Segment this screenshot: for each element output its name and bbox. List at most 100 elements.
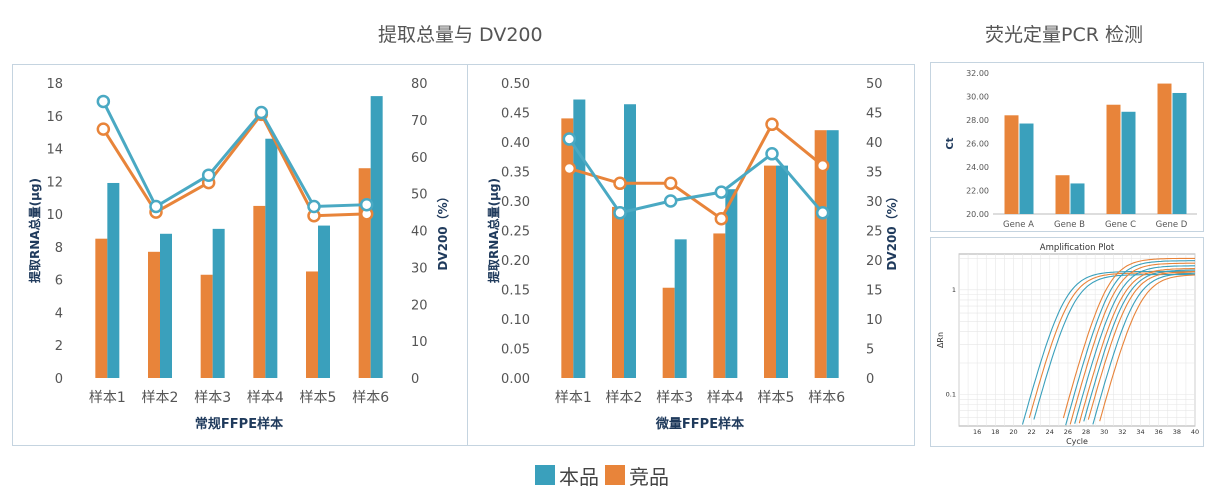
ct-x-tick-label: Gene C <box>1105 220 1136 230</box>
x-tick-label: 样本4 <box>707 390 744 406</box>
x-tick-label: 样本3 <box>194 390 231 406</box>
y-tick-label: 4 <box>55 306 63 321</box>
dv200-line-theirs <box>568 121 824 221</box>
y2-axis-title: DV200（%） <box>435 190 450 270</box>
ct-bar-ours <box>1070 183 1085 214</box>
ct-bar-ours <box>1172 92 1187 214</box>
dv200-line-theirs-point <box>96 122 111 136</box>
y2-tick-label: 10 <box>866 313 883 328</box>
x-tick-label: 样本6 <box>352 390 389 406</box>
ct-x-tick-label: Gene A <box>1003 220 1034 230</box>
bar-theirs <box>306 271 318 378</box>
micro-ffpe-panel: 0.00 0.05 0.10 0.15 0.20 0.25 0.30 0.35 0.40 0.45… <box>467 64 915 446</box>
bar-theirs <box>764 165 776 378</box>
bar-ours <box>826 130 839 378</box>
ct-y-tick-label: 28.00 <box>966 116 989 125</box>
dv200-line-ours <box>101 100 367 209</box>
bar-ours <box>725 189 738 378</box>
ct-y-tick-label: 22.00 <box>966 187 989 196</box>
y-axis-title: 提取RNA总量(μg) <box>486 178 501 283</box>
ct-panel: 20.00 22.00 24.00 26.00 28.00 30.00 32.00 Ct Gen… <box>930 62 1204 232</box>
conventional-ffpe-chart: 0 2 4 6 8 10 12 14 16 18 0 10 20 30 40 50 60 70 80 提取RNA总量(… <box>27 77 450 432</box>
amp-x-tick-label: 24 <box>1046 428 1054 436</box>
dv200-line-theirs-point <box>815 158 830 173</box>
y-tick-label: 0.35 <box>501 166 530 181</box>
y-tick-label: 0.15 <box>501 284 530 299</box>
x-tick-label: 样本5 <box>758 390 795 406</box>
dv200-line-ours-point <box>254 105 269 120</box>
legend-swatch-theirs <box>605 465 625 485</box>
bar-ours <box>265 138 278 378</box>
amp-x-tick-label: 22 <box>1027 428 1035 436</box>
ct-x-tick-label: Gene D <box>1156 220 1188 230</box>
y-tick-label: 0.50 <box>501 77 530 92</box>
legend-label-ours: 本品 <box>559 464 599 489</box>
y2-tick-label: 80 <box>411 77 428 92</box>
bar-theirs <box>713 233 726 378</box>
dv200-line-ours-point <box>562 132 577 146</box>
x-tick-label: 样本5 <box>300 390 337 406</box>
y-tick-label: 0.45 <box>501 107 530 122</box>
ct-bar-theirs <box>1157 83 1172 214</box>
amp-y-tick-label: 0.1 <box>946 390 956 398</box>
x-tick-label: 样本6 <box>808 390 845 406</box>
dv200-line-ours <box>568 138 824 215</box>
dv200-line-ours-point <box>96 94 111 109</box>
amp-curve <box>1069 262 1195 425</box>
amp-y-tick-label: 1 <box>952 286 956 294</box>
dv200-line-ours-point <box>359 197 374 212</box>
bar-ours <box>160 233 172 378</box>
amplification-panel: Amplification Plot 16 18 20 22 24 26 28 30 32 34 36… <box>930 237 1204 447</box>
bar-ours <box>318 225 330 378</box>
amp-x-tick-label: 32 <box>1118 428 1126 436</box>
y2-tick-label: 15 <box>866 284 883 299</box>
y-tick-label: 0.10 <box>501 313 530 328</box>
y2-tick-label: 10 <box>411 335 428 350</box>
amp-x-tick-label: 34 <box>1136 428 1144 436</box>
dv200-line-ours-point <box>765 147 779 161</box>
amp-x-tick-label: 16 <box>973 428 981 436</box>
amp-x-tick-label: 18 <box>991 428 999 436</box>
bar-theirs <box>662 287 675 378</box>
amp-curve <box>1078 268 1195 424</box>
amp-x-tick-label: 26 <box>1064 428 1072 436</box>
bar-theirs <box>561 118 574 379</box>
bar-theirs <box>148 251 160 378</box>
dv200-line-theirs-point <box>613 176 627 191</box>
y-tick-label: 14 <box>46 143 63 158</box>
y-tick-label: 16 <box>46 110 63 125</box>
y-tick-label: 12 <box>46 175 63 190</box>
dv200-line-ours-point <box>613 206 627 220</box>
y-tick-label: 0.00 <box>501 372 530 387</box>
amp-curve <box>1065 260 1195 426</box>
bar-theirs <box>200 274 213 378</box>
y2-tick-label: 35 <box>866 166 883 181</box>
x-axis-title: 微量FFPE样本 <box>655 416 744 432</box>
amplification-plot: Amplification Plot 16 18 20 22 24 26 28 30 32 34 36… <box>936 243 1199 446</box>
dv200-line-ours-point <box>663 194 678 208</box>
amp-y-axis-title: ΔRn <box>936 332 945 348</box>
dv200-line-ours-point <box>201 168 216 182</box>
ct-y-tick-label: 24.00 <box>966 163 989 172</box>
bar-theirs <box>358 168 371 378</box>
y2-tick-label: 20 <box>411 298 428 313</box>
amp-curve <box>1083 269 1195 422</box>
x-axis-title: 常规FFPE样本 <box>195 416 283 432</box>
legend-swatch-ours <box>535 465 555 485</box>
bar-theirs <box>814 130 827 378</box>
x-tick-label: 样本2 <box>142 390 179 406</box>
bar-theirs <box>253 205 266 378</box>
ct-bar-ours <box>1019 123 1034 214</box>
x-tick-label: 样本1 <box>555 390 592 406</box>
amp-x-tick-label: 38 <box>1173 428 1181 436</box>
micro-ffpe-chart: 0.00 0.05 0.10 0.15 0.20 0.25 0.30 0.35 0.40 0.45… <box>486 77 899 432</box>
amp-curve <box>1092 272 1196 425</box>
ct-bar-theirs <box>1004 115 1019 214</box>
amp-x-tick-label: 28 <box>1082 428 1090 436</box>
y2-tick-label: 50 <box>866 77 883 92</box>
dv200-line-ours-point <box>815 206 830 220</box>
amp-x-tick-label: 20 <box>1009 428 1017 436</box>
x-tick-label: 样本3 <box>656 390 693 406</box>
ct-x-tick-label: Gene B <box>1054 220 1085 230</box>
y-tick-label: 0 <box>55 372 63 387</box>
